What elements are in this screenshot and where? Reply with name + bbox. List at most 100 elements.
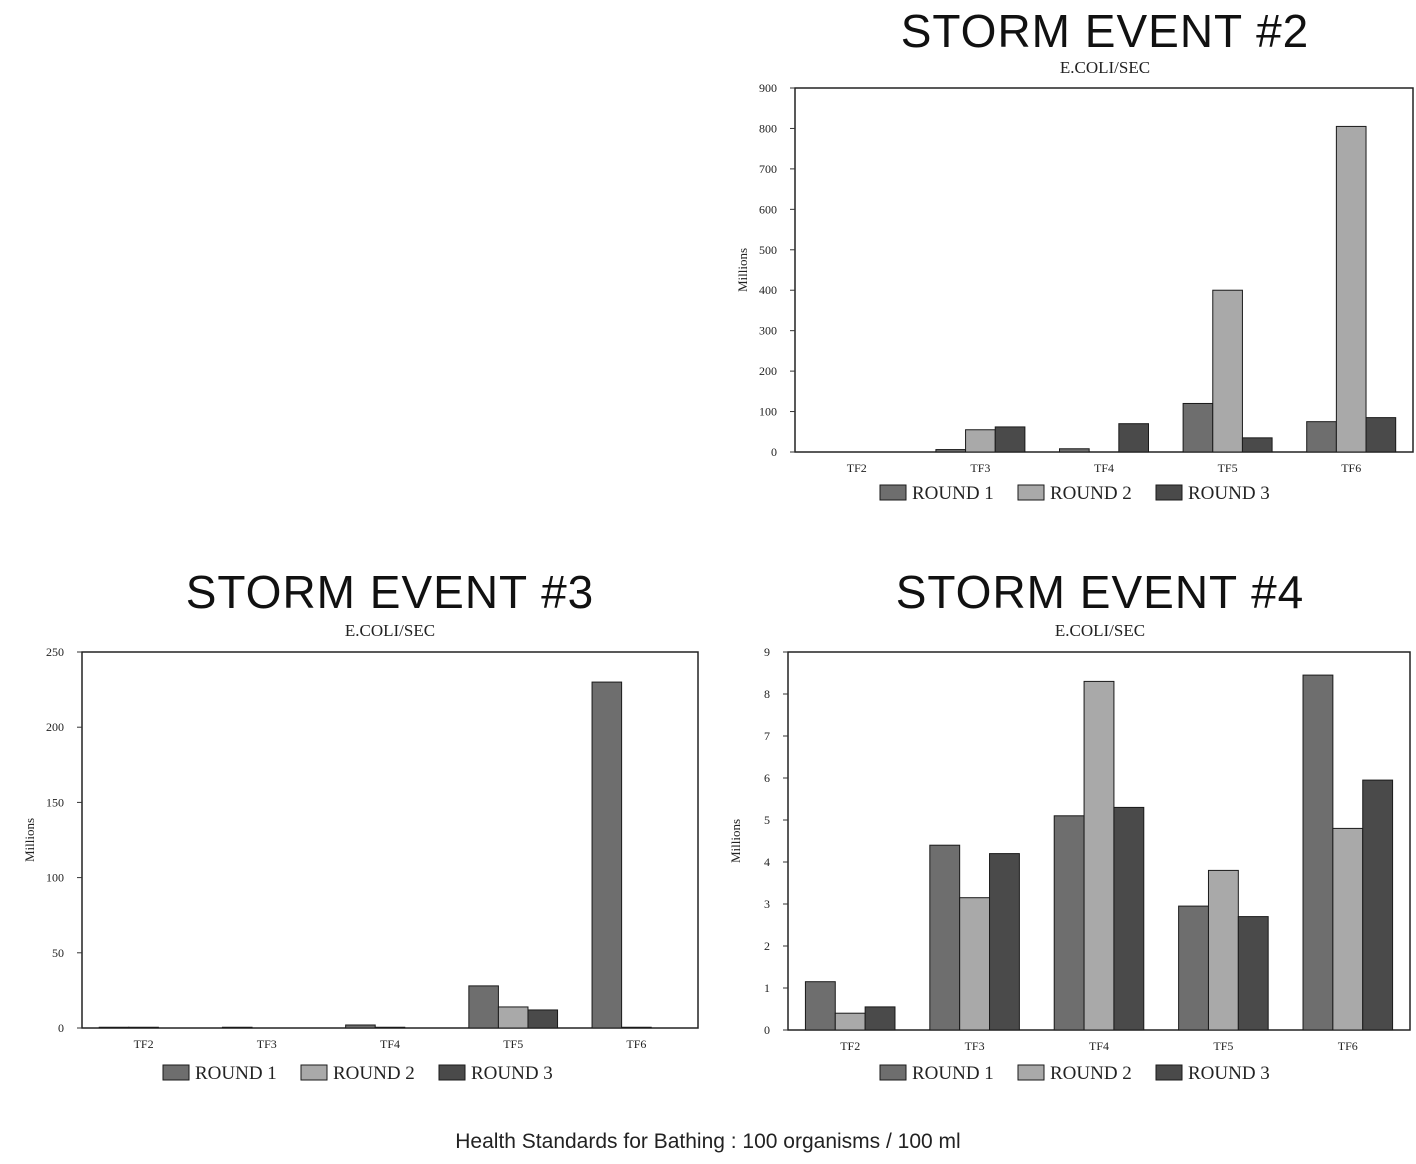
x-tick-label: TF4 bbox=[1094, 461, 1114, 475]
y-tick-label: 0 bbox=[771, 445, 777, 459]
y-tick-label: 700 bbox=[759, 162, 777, 176]
y-tick-label: 7 bbox=[764, 729, 770, 743]
y-tick-label: 900 bbox=[759, 81, 777, 95]
x-tick-label: TF3 bbox=[965, 1039, 985, 1053]
legend-label: ROUND 3 bbox=[1188, 483, 1270, 504]
bar-tf6-round-2 bbox=[1335, 125, 1367, 453]
chart-subtitle: E.COLI/SEC bbox=[1059, 58, 1151, 77]
x-tick-label: TF4 bbox=[380, 1037, 400, 1051]
x-tick-label: TF2 bbox=[840, 1039, 860, 1053]
legend-label: ROUND 1 bbox=[912, 1063, 994, 1084]
plot-frame bbox=[794, 87, 1414, 453]
y-tick-label: 800 bbox=[759, 121, 777, 135]
y-tick-label: 600 bbox=[759, 202, 777, 216]
bar-tf5-round-2 bbox=[1207, 869, 1239, 1031]
legend-swatch bbox=[1155, 1064, 1183, 1081]
bar-tf5-round-3 bbox=[1237, 916, 1269, 1031]
y-tick-label: 400 bbox=[759, 283, 777, 297]
bar-tf6-round-3 bbox=[1362, 779, 1394, 1031]
bar-tf5-round-1 bbox=[468, 985, 499, 1029]
legend-label: ROUND 1 bbox=[912, 483, 994, 504]
legend-swatch bbox=[1155, 484, 1183, 501]
y-tick-label: 50 bbox=[52, 946, 64, 960]
y-tick-label: 6 bbox=[764, 771, 770, 785]
y-tick-label: 3 bbox=[764, 897, 770, 911]
legend-label: ROUND 3 bbox=[1188, 1063, 1270, 1084]
legend-swatch bbox=[438, 1064, 466, 1081]
bar-tf6-round-2 bbox=[1332, 827, 1364, 1031]
x-tick-label: TF6 bbox=[626, 1037, 646, 1051]
legend-label: ROUND 2 bbox=[1050, 1063, 1132, 1084]
bar-tf2-round-3 bbox=[864, 1006, 896, 1031]
y-tick-label: 200 bbox=[46, 720, 64, 734]
bar-tf5-round-2 bbox=[1212, 289, 1243, 453]
y-tick-label: 8 bbox=[764, 687, 770, 701]
chart-subtitle: E.COLI/SEC bbox=[344, 621, 436, 640]
x-tick-label: TF2 bbox=[847, 461, 867, 475]
y-tick-label: 100 bbox=[46, 871, 64, 885]
legend-label: ROUND 2 bbox=[333, 1063, 415, 1084]
bar-tf4-round-3 bbox=[1118, 423, 1149, 453]
y-tick-label: 0 bbox=[764, 1023, 770, 1037]
x-tick-label: TF4 bbox=[1089, 1039, 1109, 1053]
legend-swatch bbox=[162, 1064, 190, 1081]
chart-title: STORM EVENT #3 bbox=[185, 566, 595, 618]
y-tick-label: 5 bbox=[764, 813, 770, 827]
bar-tf6-round-3 bbox=[1365, 417, 1397, 453]
bar-tf5-round-1 bbox=[1182, 402, 1214, 453]
y-axis-label: Millions bbox=[735, 248, 750, 292]
bar-tf3-round-1 bbox=[929, 844, 961, 1031]
x-tick-label: TF6 bbox=[1341, 461, 1361, 475]
bar-tf4-round-1 bbox=[1059, 448, 1090, 453]
y-tick-label: 300 bbox=[759, 324, 777, 338]
bar-tf5-round-3 bbox=[1241, 437, 1273, 453]
y-tick-label: 2 bbox=[764, 939, 770, 953]
bar-tf5-round-1 bbox=[1178, 905, 1209, 1031]
bar-tf4-round-2 bbox=[1083, 680, 1115, 1031]
bar-tf4-round-1 bbox=[345, 1024, 376, 1029]
y-axis-label: Millions bbox=[728, 819, 743, 863]
y-tick-label: 100 bbox=[759, 405, 777, 419]
y-tick-label: 250 bbox=[46, 645, 64, 659]
footnote: Health Standards for Bathing : 100 organ… bbox=[455, 1130, 961, 1153]
y-tick-label: 150 bbox=[46, 795, 64, 809]
x-tick-label: TF6 bbox=[1338, 1039, 1358, 1053]
y-tick-label: 0 bbox=[58, 1021, 64, 1035]
legend-label: ROUND 2 bbox=[1050, 483, 1132, 504]
y-tick-label: 200 bbox=[759, 364, 777, 378]
x-tick-label: TF5 bbox=[503, 1037, 523, 1051]
bar-tf5-round-3 bbox=[527, 1009, 559, 1029]
x-tick-label: TF5 bbox=[1213, 1039, 1233, 1053]
bar-tf4-round-1 bbox=[1053, 815, 1085, 1031]
bar-tf6-round-1 bbox=[1306, 421, 1337, 453]
y-tick-label: 500 bbox=[759, 243, 777, 257]
y-tick-label: 9 bbox=[764, 645, 770, 659]
y-axis-label: Millions bbox=[22, 818, 37, 862]
bar-tf3-round-3 bbox=[994, 426, 1026, 453]
y-tick-label: 1 bbox=[764, 981, 770, 995]
y-tick-label: 4 bbox=[764, 855, 770, 869]
chart-title: STORM EVENT #4 bbox=[895, 566, 1305, 618]
legend-swatch bbox=[1017, 1064, 1045, 1081]
bar-tf4-round-2 bbox=[374, 1026, 406, 1029]
bar-tf6-round-1 bbox=[1302, 674, 1334, 1031]
bar-tf2-round-2 bbox=[834, 1012, 866, 1031]
x-tick-label: TF5 bbox=[1218, 461, 1238, 475]
bar-tf3-round-1 bbox=[221, 1026, 253, 1029]
bar-tf4-round-3 bbox=[1113, 806, 1145, 1031]
chart-subtitle: E.COLI/SEC bbox=[1054, 621, 1146, 640]
bar-tf2-round-1 bbox=[804, 981, 836, 1031]
bar-tf3-round-2 bbox=[959, 897, 991, 1031]
bar-tf6-round-2 bbox=[621, 1026, 652, 1029]
bar-tf2-round-2 bbox=[128, 1026, 159, 1029]
legend-label: ROUND 3 bbox=[471, 1063, 553, 1084]
bar-tf6-round-1 bbox=[591, 681, 623, 1029]
legend-swatch bbox=[300, 1064, 328, 1081]
legend-label: ROUND 1 bbox=[195, 1063, 277, 1084]
x-tick-label: TF3 bbox=[970, 461, 990, 475]
chart-title: STORM EVENT #2 bbox=[900, 5, 1310, 57]
bar-tf3-round-3 bbox=[989, 853, 1020, 1031]
